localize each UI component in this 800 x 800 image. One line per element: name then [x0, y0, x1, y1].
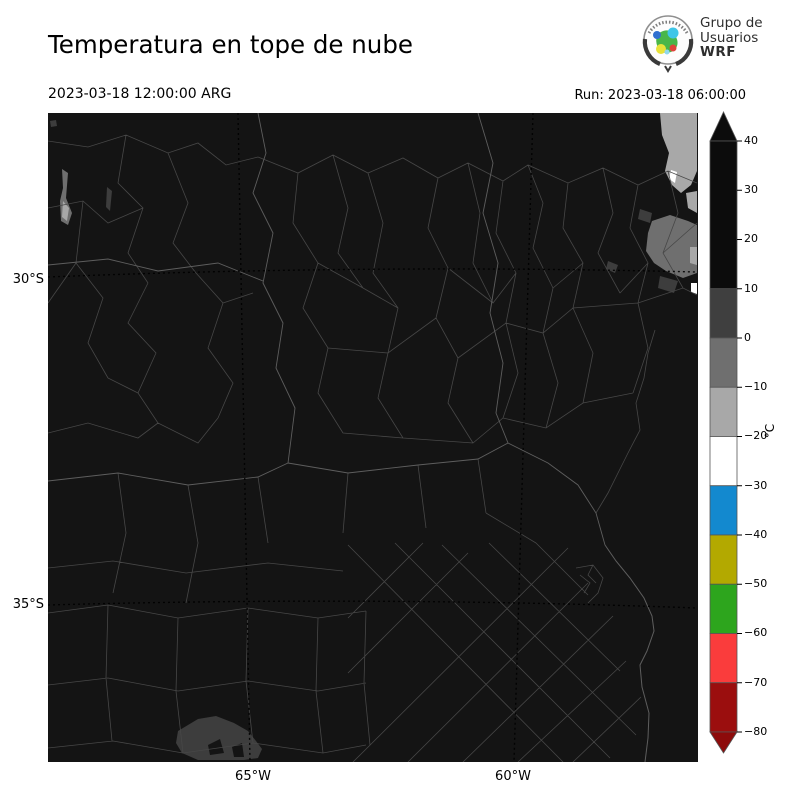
cloud-patches	[50, 113, 697, 760]
colorbar-unit-label: °C	[763, 423, 778, 439]
colorbar-tick-label: 10	[744, 282, 758, 295]
colorbar-ticks	[737, 140, 742, 733]
colorbar-over-arrow	[709, 111, 738, 142]
colorbar	[709, 111, 742, 754]
graticule	[48, 113, 698, 762]
department-boundaries	[48, 134, 698, 762]
colorbar-under-arrow	[709, 731, 738, 754]
logo-line-3: WRF	[700, 44, 737, 60]
colorbar-tick-label: −80	[744, 725, 768, 738]
run-time-label: Run: 2023-03-18 06:00:00	[574, 88, 746, 103]
valid-time-label: 2023-03-18 12:00:00 ARG	[48, 86, 232, 102]
colorbar-tick-label: 40	[744, 134, 758, 147]
colorbar-segments	[709, 140, 738, 733]
logo-line-2: Usuarios	[700, 29, 759, 46]
gridline-35s	[48, 600, 698, 609]
wrf-logo-text: Grupo de Usuarios WRF	[700, 16, 763, 60]
map-background	[48, 113, 698, 762]
xaxis-label-60w: 60°W	[495, 769, 531, 784]
logo-line-1: Grupo de	[700, 15, 763, 31]
map-canvas	[48, 113, 698, 762]
colorbar-tick-label: −70	[744, 676, 768, 689]
wrf-logo-icon	[642, 15, 694, 73]
xaxis-label-65w: 65°W	[235, 769, 271, 784]
colorbar-tick-label: −30	[744, 479, 768, 492]
colorbar-tick-label: −10	[744, 380, 768, 393]
colorbar-tick-label: 30	[744, 183, 758, 196]
gridline-60w	[513, 113, 534, 762]
yaxis-label-30s: 30°S	[12, 272, 44, 287]
colorbar-tick-label: −60	[744, 626, 768, 639]
gridline-65w	[237, 113, 251, 762]
colorbar-tick-label: 0	[744, 331, 751, 344]
colorbar-tick-label: −20	[744, 429, 768, 442]
yaxis-label-35s: 35°S	[12, 597, 44, 612]
colorbar-tick-label: −40	[744, 528, 768, 541]
page-title: Temperatura en tope de nube	[48, 30, 413, 59]
colorbar-tick-label: 20	[744, 232, 758, 245]
colorbar-tick-label: −50	[744, 577, 768, 590]
province-borders	[48, 113, 606, 546]
gridline-30s	[48, 268, 698, 278]
coastline	[604, 544, 655, 762]
